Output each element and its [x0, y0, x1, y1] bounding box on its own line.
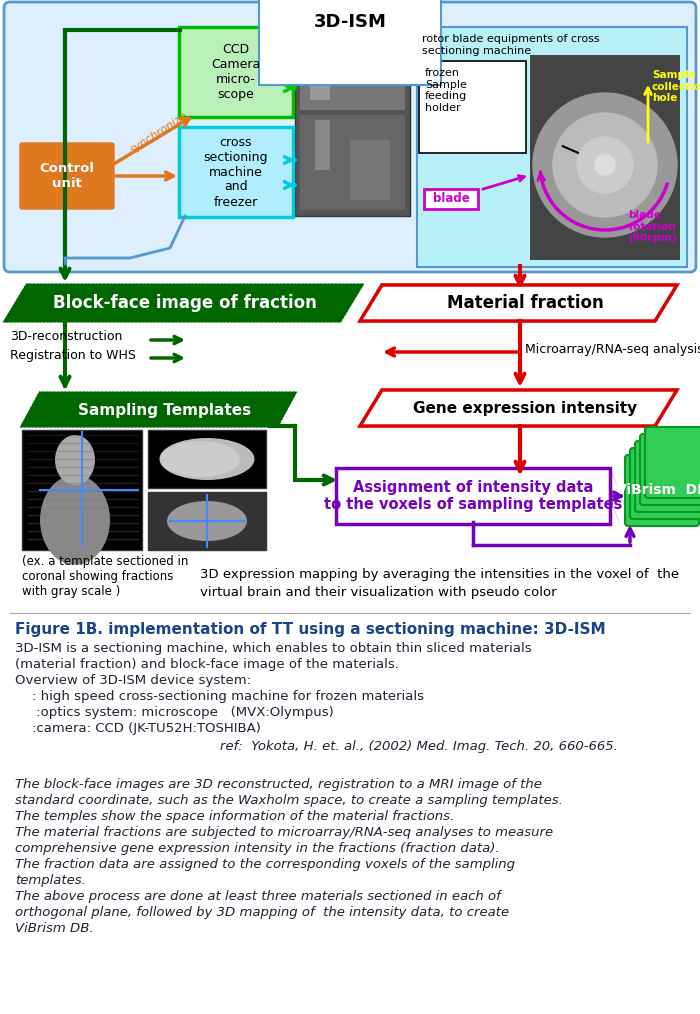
Text: virtual brain and their visualization with pseudo color: virtual brain and their visualization wi…: [200, 586, 556, 599]
Text: Sampling Templates: Sampling Templates: [78, 403, 251, 418]
Ellipse shape: [160, 438, 255, 480]
Text: The above process are done at least three materials sectioned in each of: The above process are done at least thre…: [15, 890, 500, 903]
Bar: [22, 430, 142, 550]
Ellipse shape: [55, 435, 95, 485]
Text: 3D expression mapping by averaging the intensities in the voxel of  the: 3D expression mapping by averaging the i…: [200, 568, 679, 581]
Text: synchronize: synchronize: [128, 111, 190, 155]
Text: The material fractions are subjected to microarray/RNA-seq analyses to measure: The material fractions are subjected to …: [15, 826, 553, 839]
Text: 3D-ISM: 3D-ISM: [314, 13, 386, 31]
Text: cross
sectioning
machine
and
freezer: cross sectioning machine and freezer: [204, 136, 268, 209]
Text: ViBrism  DB: ViBrism DB: [616, 483, 700, 497]
Text: orthogonal plane, followed by 3D mapping of  the intensity data, to create: orthogonal plane, followed by 3D mapping…: [15, 906, 509, 919]
Text: blade: blade: [433, 193, 470, 206]
Text: 3D-reconstruction: 3D-reconstruction: [10, 331, 122, 344]
Text: ViBrism DB.: ViBrism DB.: [15, 922, 94, 935]
Circle shape: [577, 137, 633, 193]
Ellipse shape: [167, 501, 247, 541]
Text: frozen
Sample
feeding
holder: frozen Sample feeding holder: [425, 68, 468, 113]
Text: comprehensive gene expression intensity in the fractions (fraction data).: comprehensive gene expression intensity …: [15, 842, 500, 855]
Bar: [148, 492, 266, 550]
Circle shape: [553, 113, 657, 217]
FancyBboxPatch shape: [336, 468, 610, 524]
Text: :camera: CCD (JK-TU52H:TOSHIBA): :camera: CCD (JK-TU52H:TOSHIBA): [15, 722, 261, 735]
Bar: [148, 430, 266, 488]
FancyBboxPatch shape: [635, 441, 700, 512]
Circle shape: [595, 155, 615, 175]
FancyBboxPatch shape: [179, 27, 293, 117]
Bar: [300, 35, 405, 110]
Text: The block-face images are 3D reconstructed, registration to a MRI image of the: The block-face images are 3D reconstruct…: [15, 778, 542, 791]
FancyBboxPatch shape: [645, 427, 700, 498]
Text: (ex. a template sectioned in
coronal showing fractions
with gray scale ): (ex. a template sectioned in coronal sho…: [22, 555, 188, 598]
Text: CCD
Camera
micro-
scope: CCD Camera micro- scope: [211, 43, 260, 101]
Text: Assignment of intensity data
to the voxels of sampling templates: Assignment of intensity data to the voxe…: [324, 480, 622, 512]
FancyBboxPatch shape: [640, 434, 700, 505]
Text: Sample
collection
hole: Sample collection hole: [652, 70, 700, 103]
Text: rotor blade equipments of cross
sectioning machine: rotor blade equipments of cross sectioni…: [422, 34, 600, 56]
Text: Registration to WHS: Registration to WHS: [10, 349, 136, 362]
Bar: [295, 28, 410, 216]
FancyBboxPatch shape: [424, 189, 478, 209]
Text: (material fraction) and block-face image of the materials.: (material fraction) and block-face image…: [15, 658, 399, 671]
Circle shape: [533, 93, 677, 237]
FancyBboxPatch shape: [4, 2, 696, 272]
Text: ref:  Yokota, H. et. al., (2002) Med. Imag. Tech. 20, 660-665.: ref: Yokota, H. et. al., (2002) Med. Ima…: [220, 740, 618, 753]
Polygon shape: [360, 390, 677, 426]
Text: The temples show the space information of the material fractions.: The temples show the space information o…: [15, 810, 454, 823]
Bar: [310, 40, 330, 100]
Text: 3D-ISM is a sectioning machine, which enables to obtain thin sliced materials: 3D-ISM is a sectioning machine, which en…: [15, 642, 531, 655]
Bar: [350, 140, 390, 200]
Text: Material fraction: Material fraction: [447, 294, 603, 312]
FancyBboxPatch shape: [417, 27, 687, 267]
Text: standard coordinate, such as the Waxholm space, to create a sampling templates.: standard coordinate, such as the Waxholm…: [15, 794, 563, 807]
Bar: [315, 120, 330, 170]
Text: : high speed cross-sectioning machine for frozen materials: : high speed cross-sectioning machine fo…: [15, 690, 424, 703]
Text: :optics system: microscope   (MVX:Olympus): :optics system: microscope (MVX:Olympus): [15, 706, 334, 719]
Ellipse shape: [160, 441, 240, 477]
Text: blade
rotation
(90cpm): blade rotation (90cpm): [628, 210, 676, 243]
Text: Overview of 3D-ISM device system:: Overview of 3D-ISM device system:: [15, 674, 251, 687]
Text: The fraction data are assigned to the corresponding voxels of the sampling: The fraction data are assigned to the co…: [15, 858, 515, 871]
Polygon shape: [360, 285, 677, 321]
Text: templates.: templates.: [15, 874, 86, 887]
Bar: [530, 55, 680, 260]
FancyBboxPatch shape: [419, 61, 526, 153]
Text: Gene expression intensity: Gene expression intensity: [413, 401, 637, 416]
FancyBboxPatch shape: [630, 448, 700, 519]
Polygon shape: [5, 285, 362, 321]
FancyBboxPatch shape: [20, 143, 114, 209]
Text: Figure 1B. implementation of TT using a sectioning machine: 3D-ISM: Figure 1B. implementation of TT using a …: [15, 622, 606, 637]
Text: Control
unit: Control unit: [39, 162, 95, 190]
Bar: [300, 115, 405, 210]
Bar: [360, 50, 390, 80]
FancyBboxPatch shape: [625, 455, 699, 526]
Text: Block-face image of fraction: Block-face image of fraction: [53, 294, 317, 312]
Text: Microarray/RNA-seq analysis: Microarray/RNA-seq analysis: [525, 343, 700, 356]
Polygon shape: [22, 393, 295, 426]
FancyBboxPatch shape: [179, 127, 293, 217]
Ellipse shape: [40, 475, 110, 565]
